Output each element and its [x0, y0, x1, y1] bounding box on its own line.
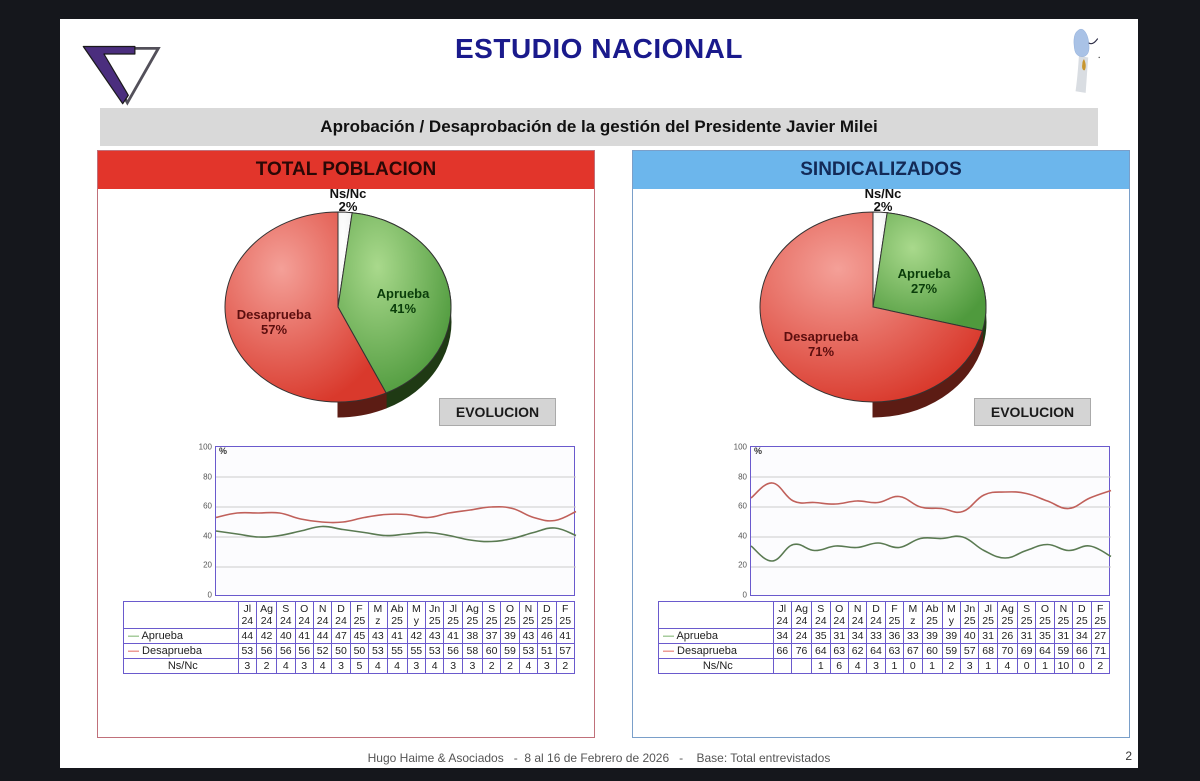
- svg-text:Aprueba: Aprueba: [377, 286, 431, 301]
- svg-text:41%: 41%: [390, 301, 416, 316]
- svg-text:Aprueba: Aprueba: [898, 266, 952, 281]
- svg-text:57%: 57%: [261, 322, 287, 337]
- svg-text:71%: 71%: [808, 344, 834, 359]
- svg-text:2%: 2%: [874, 199, 893, 214]
- svg-text:2%: 2%: [339, 199, 358, 214]
- svg-text:Desaprueba: Desaprueba: [237, 307, 312, 322]
- svg-text:27%: 27%: [911, 281, 937, 296]
- svg-text:Desaprueba: Desaprueba: [784, 329, 859, 344]
